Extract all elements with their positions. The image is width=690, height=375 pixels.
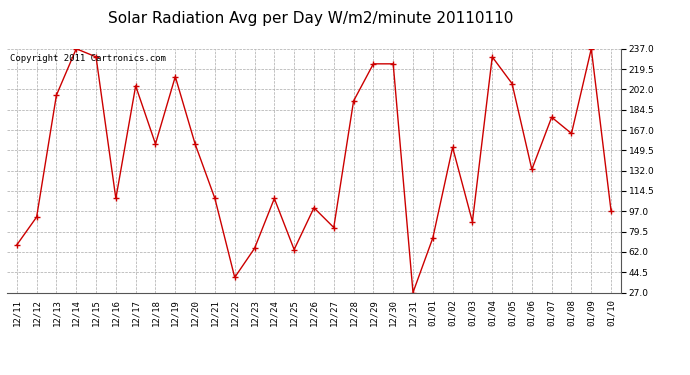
Text: Solar Radiation Avg per Day W/m2/minute 20110110: Solar Radiation Avg per Day W/m2/minute … xyxy=(108,11,513,26)
Text: Copyright 2011 Cartronics.com: Copyright 2011 Cartronics.com xyxy=(10,54,166,63)
